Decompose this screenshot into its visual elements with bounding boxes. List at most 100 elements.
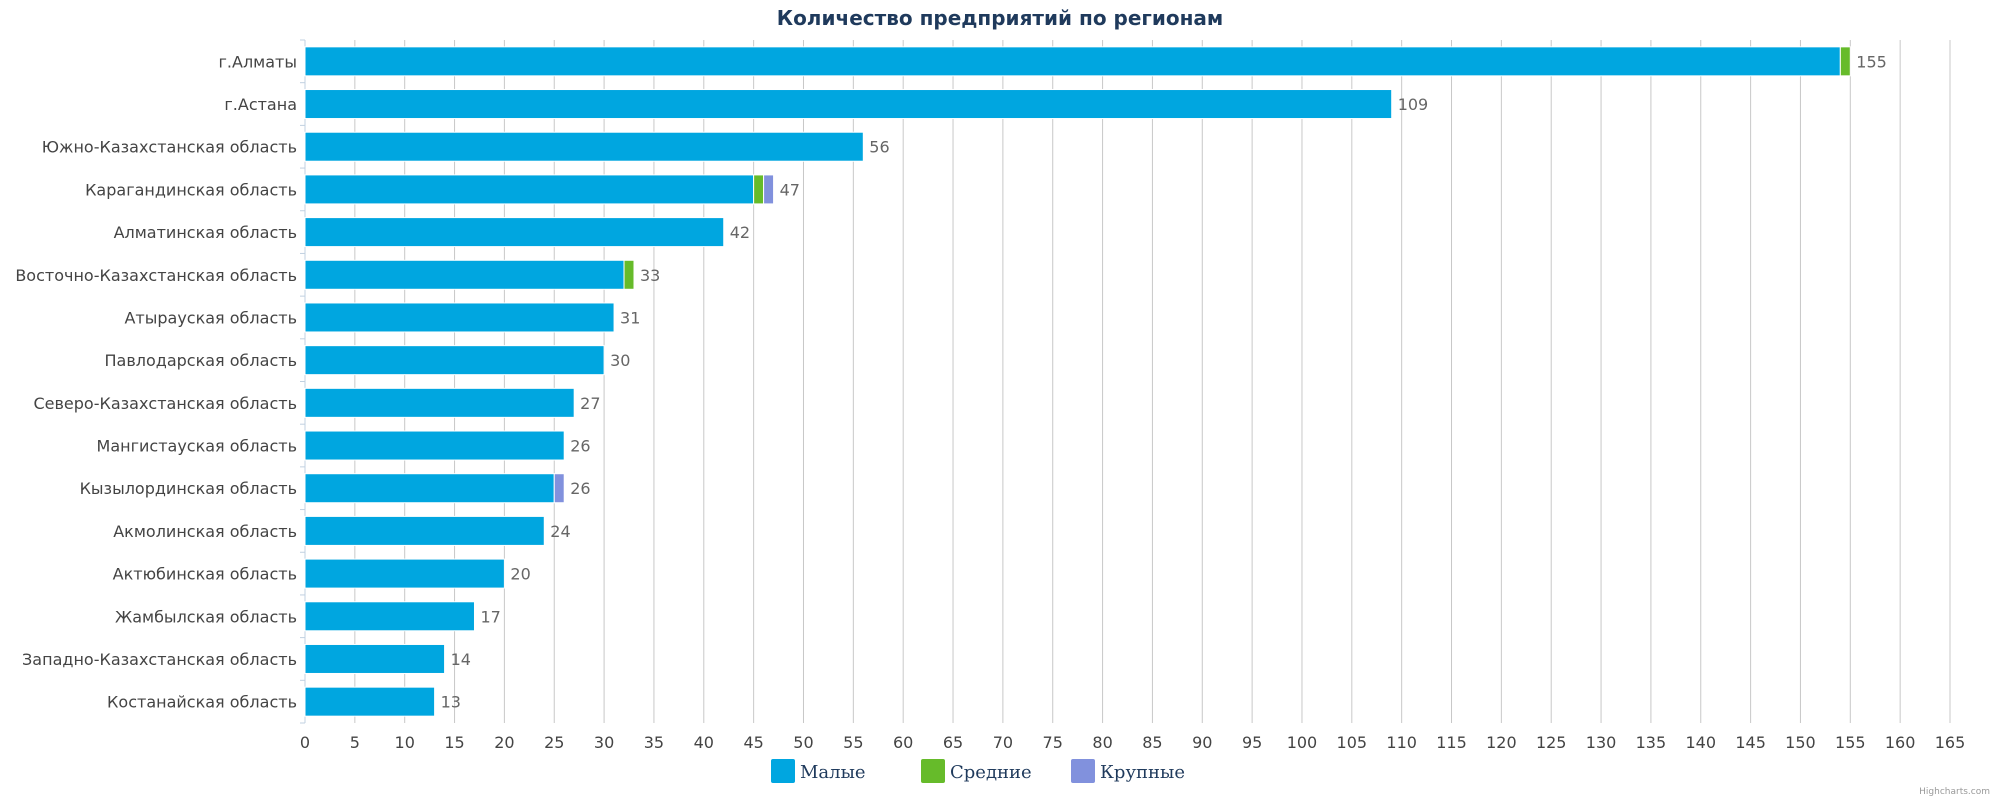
bar-small (304, 259, 625, 290)
x-tick-label: 5 (350, 733, 360, 752)
bar-small (304, 515, 545, 546)
x-tick-label: 145 (1735, 733, 1766, 752)
x-tick-label: 135 (1636, 733, 1667, 752)
x-tick-label: 155 (1835, 733, 1866, 752)
data-label: 42 (730, 223, 750, 242)
legend-item-label: Крупные (1100, 762, 1185, 783)
data-label: 31 (620, 308, 640, 327)
category-label: г.Астана (224, 95, 297, 114)
x-tick-label: 160 (1885, 733, 1916, 752)
x-tick-label: 80 (1092, 733, 1112, 752)
data-label: 26 (570, 437, 590, 456)
x-tick-label: 130 (1586, 733, 1617, 752)
x-tick-label: 0 (300, 733, 310, 752)
data-label: 56 (869, 138, 889, 157)
category-label: Мангистауская область (97, 437, 297, 456)
bar-small (304, 131, 864, 162)
x-tick-label: 120 (1486, 733, 1517, 752)
bar-large (763, 174, 775, 205)
x-tick-label: 25 (544, 733, 564, 752)
legend-item-label: Средние (950, 762, 1032, 783)
bar-small (304, 473, 555, 504)
x-tick-label: 20 (494, 733, 514, 752)
x-tick-label: 100 (1287, 733, 1318, 752)
data-label: 13 (441, 693, 461, 712)
category-label: Актюбинская область (113, 565, 297, 584)
data-label: 47 (780, 180, 800, 199)
bar-small (304, 430, 565, 461)
category-label: Жамбылская область (115, 607, 297, 626)
data-label: 30 (610, 351, 630, 370)
category-label: г.Алматы (219, 52, 298, 71)
bar-small (304, 217, 725, 248)
x-tick-label: 60 (893, 733, 913, 752)
bar-small (304, 601, 475, 632)
x-tick-label: 55 (843, 733, 863, 752)
data-label: 155 (1856, 52, 1887, 71)
x-tick-label: 75 (1043, 733, 1063, 752)
category-label: Карагандинская область (85, 180, 297, 199)
x-tick-label: 70 (993, 733, 1013, 752)
x-tick-label: 110 (1386, 733, 1417, 752)
category-label: Восточно-Казахстанская область (15, 266, 297, 285)
x-tick-label: 30 (594, 733, 614, 752)
legend-swatch (771, 759, 795, 783)
x-tick-label: 50 (793, 733, 813, 752)
x-tick-label: 65 (943, 733, 963, 752)
category-label: Южно-Казахстанская область (42, 138, 297, 157)
bar-medium (753, 174, 765, 205)
data-label: 24 (550, 522, 570, 541)
bar-small (304, 89, 1393, 120)
category-label: Западно-Казахстанская область (22, 650, 297, 669)
category-label: Кызылординская область (80, 479, 297, 498)
legend: Малые Средние Крупные (771, 759, 1185, 783)
category-label: Северо-Казахстанская область (33, 394, 297, 413)
bar-small (304, 345, 605, 376)
category-label: Акмолинская область (113, 522, 297, 541)
bar-medium (1839, 46, 1851, 77)
x-tick-label: 10 (395, 733, 415, 752)
data-labels: 155 109 56 47 42 33 31 30 27 26 26 24 20 17 14 13 (441, 52, 1887, 711)
bar-small (304, 46, 1841, 77)
data-label: 17 (480, 607, 500, 626)
bar-small (304, 643, 446, 674)
legend-swatch (921, 759, 945, 783)
category-label: Алматинская область (114, 223, 297, 242)
chart-title: Количество предприятий по регионам (777, 6, 1224, 30)
data-label: 26 (570, 479, 590, 498)
data-label: 14 (451, 650, 471, 669)
data-label: 33 (640, 266, 660, 285)
x-tick-label: 105 (1337, 733, 1368, 752)
x-tick-label: 40 (694, 733, 714, 752)
x-tick-label: 165 (1935, 733, 1966, 752)
bar-small (304, 387, 575, 418)
x-tick-label: 140 (1685, 733, 1716, 752)
legend-item-label: Малые (800, 762, 866, 783)
x-tick-label: 115 (1436, 733, 1467, 752)
x-tick-label: 35 (644, 733, 664, 752)
category-label: Атырауская область (124, 308, 297, 327)
x-tick-label: 85 (1142, 733, 1162, 752)
x-tick-label: 90 (1192, 733, 1212, 752)
data-label: 109 (1398, 95, 1429, 114)
category-labels: г.Алматы г.Астана Южно-Казахстанская облас… (15, 52, 297, 711)
x-tick-label: 15 (444, 733, 464, 752)
bar-small (304, 558, 505, 589)
bar-large (553, 473, 565, 504)
category-label: Костанайская область (107, 693, 297, 712)
bar-small (304, 302, 615, 333)
data-label: 20 (510, 565, 530, 584)
bar-small (304, 686, 436, 717)
x-axis-tick-labels: 0 5 10 15 20 25 30 35 40 45 50 55 60 65 70 75 80 85 90 95 10… (300, 733, 1965, 752)
chart-credit: Highcharts.com (1919, 787, 1990, 797)
bars (304, 46, 1851, 717)
bar-small (304, 174, 755, 205)
bar-medium (623, 259, 635, 290)
x-tick-label: 125 (1536, 733, 1567, 752)
x-tick-label: 45 (743, 733, 763, 752)
x-tick-label: 95 (1242, 733, 1262, 752)
data-label: 27 (580, 394, 600, 413)
legend-swatch (1071, 759, 1095, 783)
